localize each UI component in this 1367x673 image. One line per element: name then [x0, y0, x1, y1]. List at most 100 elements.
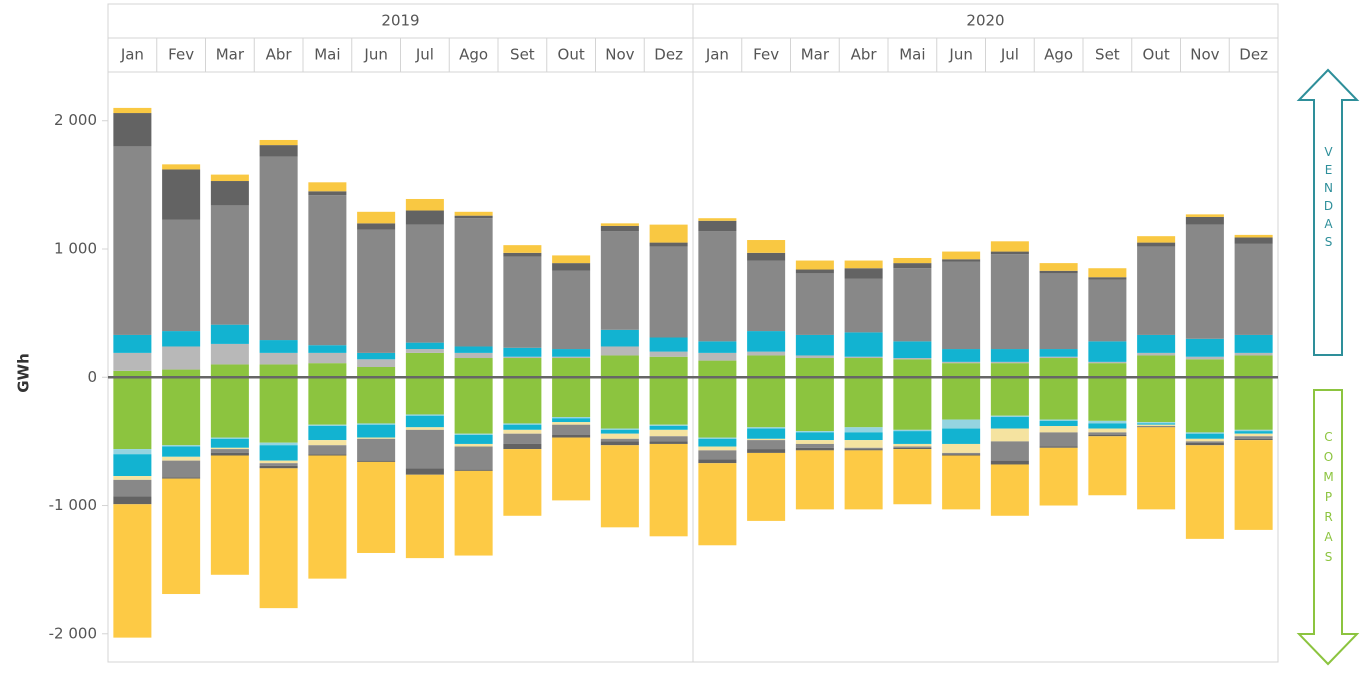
bar-segment — [503, 377, 542, 424]
bar-segment — [747, 452, 786, 521]
bar-segment — [942, 455, 981, 510]
bar-segment — [1088, 423, 1127, 429]
bar-segment — [113, 377, 152, 450]
bar-segment — [942, 419, 981, 429]
bar-segment — [1137, 423, 1176, 425]
bar-segment — [454, 446, 493, 470]
bar-segment — [893, 377, 932, 430]
bar-segment — [308, 440, 347, 446]
bar-segment — [552, 356, 591, 359]
bar-segment — [1088, 341, 1127, 362]
bar-segment — [552, 270, 591, 350]
bar-segment — [113, 107, 152, 114]
bar-segment — [357, 367, 396, 378]
bar-segment — [795, 260, 834, 270]
bar-segment — [1088, 279, 1127, 342]
bar-segment — [552, 424, 591, 435]
bar-segment — [113, 454, 152, 477]
bar-segment — [552, 437, 591, 501]
bar-segment — [113, 370, 152, 378]
bar-segment — [113, 334, 152, 353]
bar-segment — [1039, 420, 1078, 426]
x-tick-label: Dez — [1239, 46, 1268, 64]
bar-segment — [990, 241, 1029, 252]
bar-segment — [990, 417, 1029, 429]
down-arrow — [1296, 389, 1360, 666]
bar-segment — [649, 426, 688, 430]
bar-segment — [747, 260, 786, 332]
bar-segment — [259, 445, 298, 461]
bar-segment — [503, 433, 542, 444]
x-tick-label: Ago — [1044, 46, 1073, 64]
bar-segment — [747, 438, 786, 441]
bar-segment — [210, 455, 249, 575]
bar-segment — [503, 423, 542, 425]
bar-segment — [1039, 446, 1078, 448]
bar-segment — [747, 377, 786, 428]
bar-segment — [844, 358, 883, 378]
bar-segment — [600, 377, 639, 429]
bar-segment — [210, 449, 249, 453]
x-tick-label: Dez — [654, 46, 683, 64]
bar-segment — [1185, 377, 1224, 433]
bar-segment — [1039, 270, 1078, 274]
bar-segment — [405, 342, 444, 350]
bar-segment — [795, 432, 834, 441]
bar-segment — [357, 223, 396, 230]
bar-segment — [942, 349, 981, 362]
bar-segment — [600, 445, 639, 528]
bar-segment — [503, 245, 542, 253]
bar-segment — [552, 349, 591, 357]
y-tick-label: 0 — [87, 368, 97, 386]
bar-segment — [113, 479, 152, 497]
bar-segment — [210, 343, 249, 365]
bar-segment — [210, 181, 249, 206]
bar-segment — [1088, 434, 1127, 437]
bar-segment — [698, 360, 737, 378]
bar-segment — [357, 229, 396, 353]
bar-segment — [308, 352, 347, 364]
bar-segment — [162, 164, 201, 170]
bar-segment — [600, 329, 639, 347]
bar-segment — [308, 345, 347, 353]
bar-segment — [405, 415, 444, 428]
bar-segment — [405, 198, 444, 211]
bar-segment — [1137, 334, 1176, 353]
bar-segment — [210, 205, 249, 325]
bar-segment — [990, 361, 1029, 364]
bar-segment — [698, 450, 737, 460]
bar-segment — [1039, 349, 1078, 357]
bar-segment — [942, 452, 981, 455]
bar-segment — [795, 450, 834, 510]
bar-segment — [1185, 445, 1224, 539]
bar-segment — [1088, 377, 1127, 421]
y-axis-label: GWh — [15, 353, 33, 393]
bar-segment — [1088, 436, 1127, 496]
bar-segment — [113, 496, 152, 505]
bar-segment — [1137, 377, 1176, 423]
bar-segment — [1185, 216, 1224, 225]
x-tick-label: Abr — [851, 46, 878, 64]
bar-segment — [308, 195, 347, 346]
bar-segment — [552, 377, 591, 418]
bar-segment — [649, 224, 688, 243]
bar-segment — [698, 341, 737, 353]
bar-segment — [942, 443, 981, 453]
bar-segment — [1137, 352, 1176, 356]
x-tick-label: Nov — [1190, 46, 1219, 64]
bar-segment — [698, 220, 737, 232]
bar-segment — [259, 352, 298, 365]
bar-segment — [162, 445, 201, 447]
bar-segment — [503, 429, 542, 434]
bar-segment — [1234, 234, 1273, 238]
bar-segment — [844, 432, 883, 441]
bar-segment — [308, 455, 347, 579]
bar-segment — [747, 240, 786, 253]
bar-segment — [844, 260, 883, 269]
y-tick-label: 1 000 — [54, 240, 97, 258]
bar-segment — [600, 438, 639, 442]
bar-segment — [1039, 419, 1078, 421]
bar-segment — [1088, 277, 1127, 280]
bar-segment — [649, 356, 688, 378]
bar-segment — [990, 363, 1029, 378]
